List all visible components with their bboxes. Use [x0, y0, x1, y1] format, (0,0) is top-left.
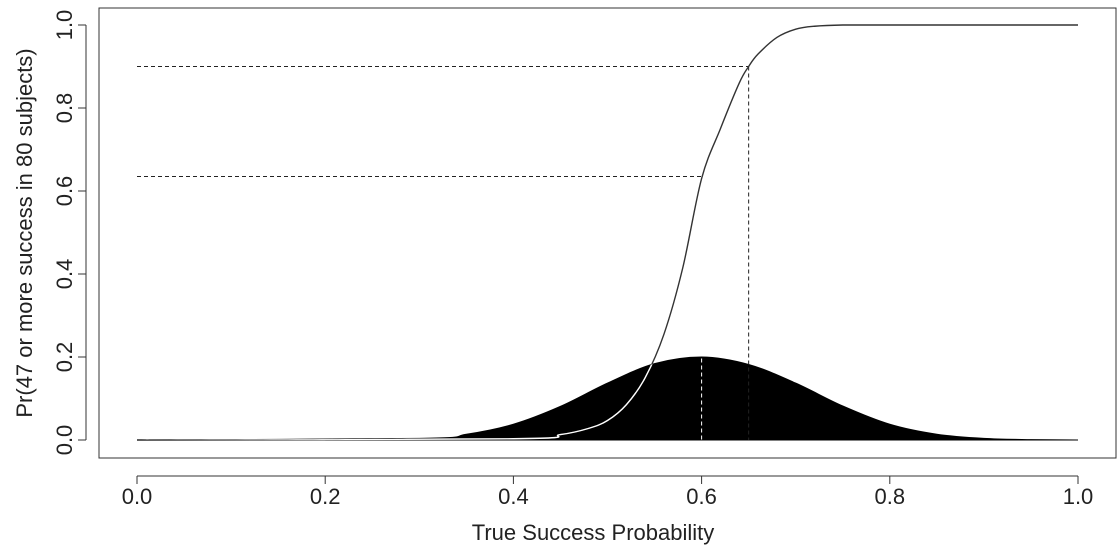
x-tick-label: 0.6	[686, 484, 717, 509]
x-tick-label: 0.4	[498, 484, 529, 509]
axes: 0.0 0.2 0.4 0.6 0.8 1.0 0.0 0.2 0.4 0.6 0.8 1.0	[52, 7, 1117, 509]
y-tick-label: 0.0	[52, 425, 77, 456]
y-tick-label: 0.8	[52, 93, 77, 124]
y-axis-title: Pr(47 or more success in 80 subjects)	[12, 48, 37, 417]
probability-curve-inner	[137, 357, 1078, 440]
x-tick-label: 0.8	[875, 484, 906, 509]
plot-frame	[98, 7, 1117, 459]
x-tick-label: 0.0	[122, 484, 153, 509]
probability-curve	[136, 24, 1078, 441]
x-tick-label: 0.2	[310, 484, 341, 509]
y-tick-label: 0.4	[52, 259, 77, 290]
density-area	[136, 356, 1079, 441]
y-tick-label: 0.2	[52, 342, 77, 373]
y-tick-label: 0.6	[52, 176, 77, 207]
x-axis-title: True Success Probability	[472, 520, 715, 545]
x-tick-label: 1.0	[1063, 484, 1094, 509]
plot-area	[136, 24, 1079, 441]
y-tick-label: 1.0	[52, 10, 77, 41]
